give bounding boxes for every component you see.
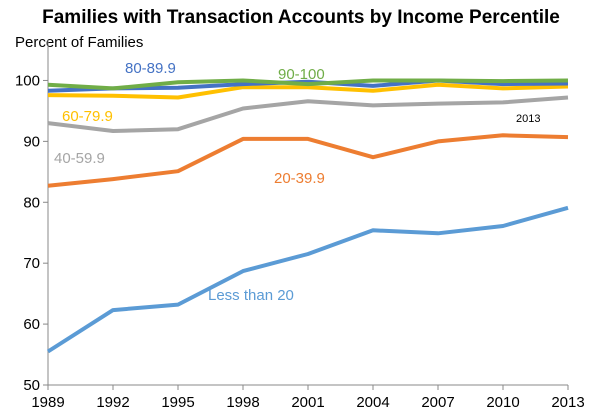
annotation-2013: 2013 <box>516 113 540 125</box>
series-line-40-59-9 <box>47 95 569 133</box>
series-line-20-39-9 <box>47 133 569 188</box>
y-tick-label: 100 <box>15 72 40 89</box>
y-axis-title: Percent of Families <box>15 34 143 51</box>
series-label-80-89-9: 80-89.9 <box>125 60 176 77</box>
x-tick-label: 2007 <box>421 394 454 411</box>
series-label-60-79-9: 60-79.9 <box>62 108 113 125</box>
series-line-60-79-9 <box>47 82 569 100</box>
y-tick-label: 70 <box>23 255 40 272</box>
series-lines <box>46 78 569 354</box>
y-tick-label: 50 <box>23 377 40 394</box>
axes: 50 60 70 80 90 100 1989 1992 1995 1998 2001 2004 200… <box>15 40 585 411</box>
x-tick-label: 1998 <box>226 394 259 411</box>
x-tick-label: 2010 <box>486 394 519 411</box>
series-label-20-39-9: 20-39.9 <box>274 170 325 187</box>
x-tick-label: 1992 <box>96 394 129 411</box>
series-line-less-than-20 <box>46 205 569 354</box>
series-line-90-100 <box>47 78 569 91</box>
y-tick-label: 90 <box>23 133 40 150</box>
x-tick-label: 2001 <box>291 394 324 411</box>
x-tick-label: 1995 <box>161 394 194 411</box>
series-label-40-59-9: 40-59.9 <box>54 150 105 167</box>
x-tick-label: 2013 <box>551 394 584 411</box>
series-label-90-100: 90-100 <box>278 66 325 83</box>
chart-title: Families with Transaction Accounts by In… <box>42 7 560 28</box>
x-tick-label: 2004 <box>356 394 389 411</box>
series-label-less-than-20: Less than 20 <box>208 287 294 304</box>
x-tick-label: 1989 <box>31 394 64 411</box>
series-labels: Less than 20 20-39.9 40-59.9 60-79.9 80-89.9… <box>54 60 325 304</box>
y-tick-label: 80 <box>23 194 40 211</box>
y-tick-label: 60 <box>23 316 40 333</box>
